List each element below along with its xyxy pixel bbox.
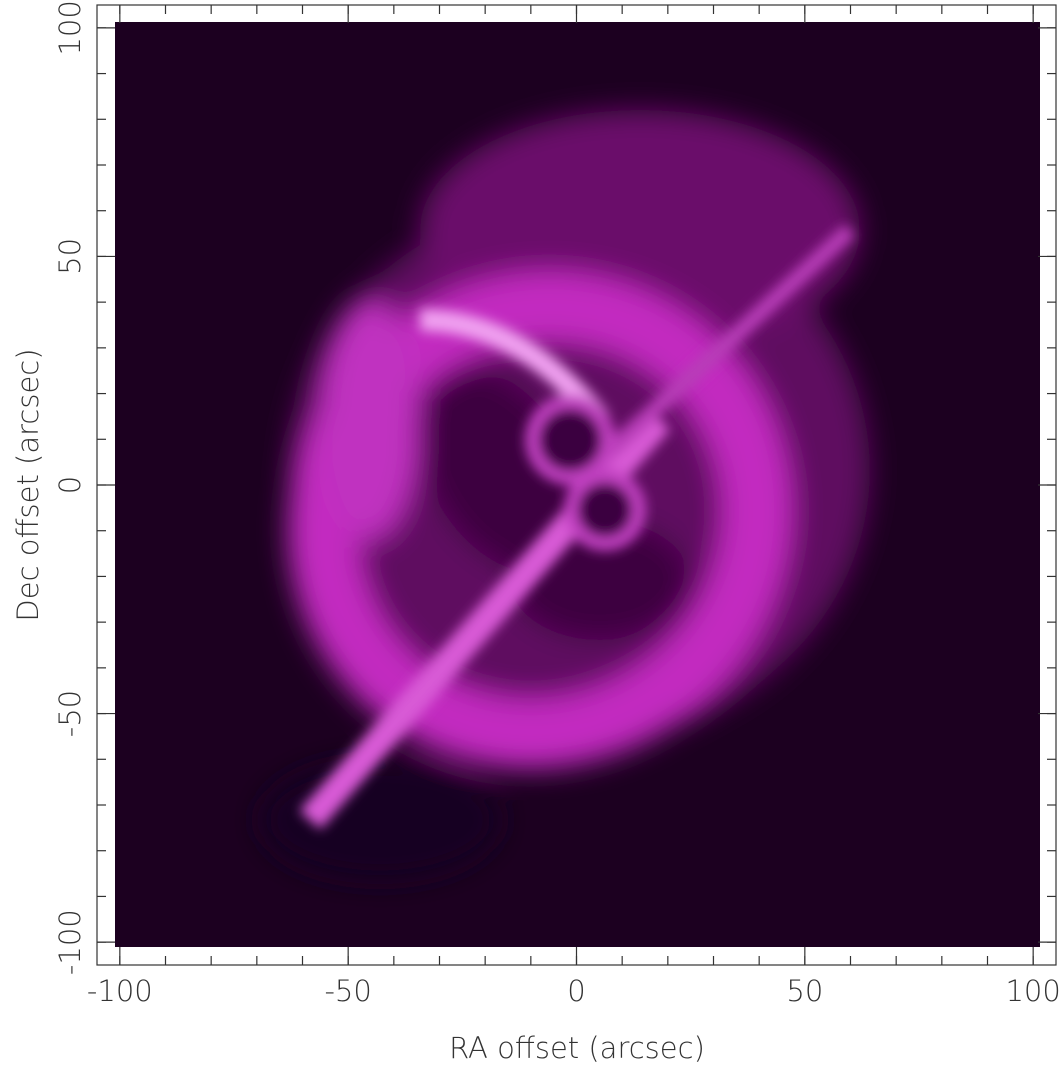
x-tick-label: -100: [87, 974, 153, 1008]
x-tick-label: 50: [786, 974, 823, 1008]
y-tick-label: 0: [53, 476, 87, 494]
x-tick-label: 0: [567, 974, 585, 1008]
image: [115, 22, 1040, 947]
y-tick-label: -100: [53, 909, 87, 975]
y-tick-label: -50: [53, 690, 87, 737]
x-axis-title: RA offset (arcsec): [449, 1031, 705, 1065]
x-tick-label: 100: [1005, 974, 1060, 1008]
y-tick-label: 50: [53, 238, 87, 275]
y-tick-label: 100: [53, 0, 87, 55]
x-tick-label: -50: [324, 974, 371, 1008]
y-axis-title: Dec offset (arcsec): [11, 348, 45, 621]
